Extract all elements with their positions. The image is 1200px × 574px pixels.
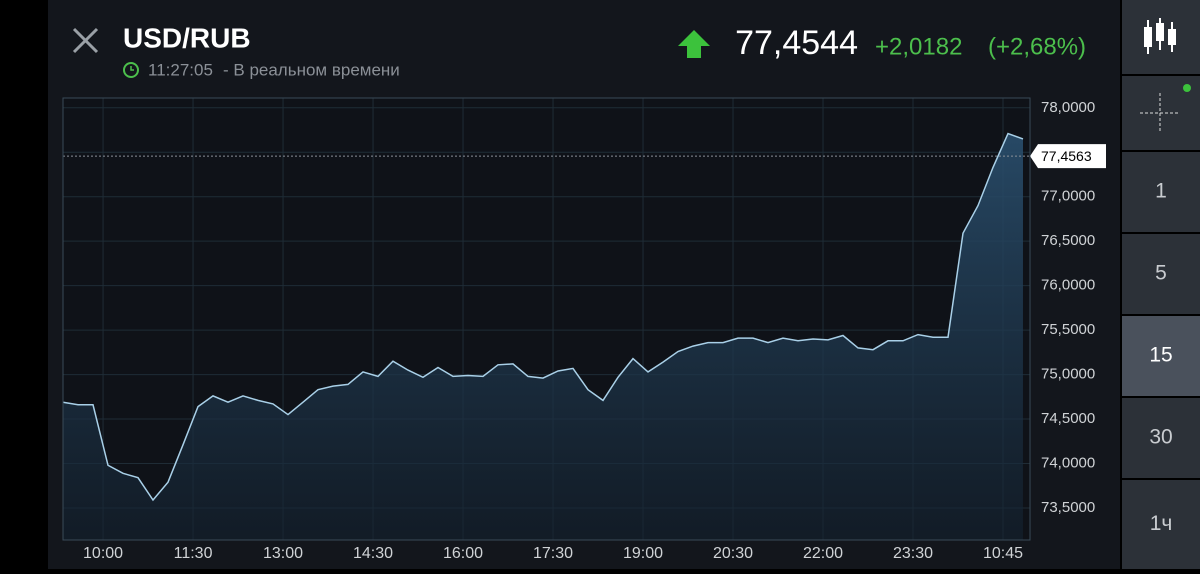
x-tick-label: 16:00 <box>443 545 483 562</box>
x-tick-label: 20:30 <box>713 545 753 562</box>
x-tick-label: 13:00 <box>263 545 303 562</box>
close-button[interactable] <box>72 27 99 54</box>
y-tick-label: 74,5000 <box>1041 410 1095 427</box>
y-tick-label: 74,0000 <box>1041 454 1095 471</box>
timeframe-button[interactable] <box>1122 316 1200 396</box>
y-tick-label: 73,5000 <box>1041 499 1095 516</box>
x-tick-label: 14:30 <box>353 545 393 562</box>
area <box>63 133 1023 540</box>
pair-title: USD/RUB <box>123 22 251 53</box>
timeframe-label: 1 <box>1155 180 1167 203</box>
x-tick-label: 23:30 <box>893 545 933 562</box>
x-tick-label: 11:30 <box>174 545 213 562</box>
last-price-box <box>1030 144 1106 169</box>
y-tick-label: 77,0000 <box>1041 188 1095 205</box>
timeframe-button[interactable] <box>1122 398 1200 478</box>
plot-border <box>62 97 1031 541</box>
active-dot <box>1183 84 1191 92</box>
timeframe-button[interactable] <box>1122 234 1200 314</box>
y-tick-label: 78,0000 <box>1041 99 1095 116</box>
price: 77,4544 <box>735 24 858 62</box>
timeframe-label: 15 <box>1149 344 1172 367</box>
clock-hand <box>130 66 134 71</box>
timeframe-label: 30 <box>1149 426 1172 449</box>
timeframe-label: 5 <box>1155 262 1167 285</box>
plot: 10:00 11:30 13:00 14:30 16:00 17:30 19:00 20:30… <box>62 97 1106 562</box>
x-tick-label: 22:00 <box>803 545 843 562</box>
candle-icon <box>1144 18 1176 54</box>
timeframe-label: 1ч <box>1150 512 1173 535</box>
change-pct: (+2,68%) <box>988 33 1086 60</box>
x-tick-label: 19:00 <box>623 545 663 562</box>
timeframe-button[interactable] <box>1122 480 1200 569</box>
x-tick-label: 17:30 <box>533 545 573 562</box>
time: 11:27:05 <box>148 60 213 79</box>
x-tick-label: 10:45 <box>983 545 1023 562</box>
status: - В реальном времени <box>223 60 400 79</box>
close-icon <box>72 27 99 54</box>
last-price-label: 77,4563 <box>1041 148 1092 164</box>
y-tick-label: 75,5000 <box>1041 321 1095 338</box>
timeframe-button[interactable] <box>1122 152 1200 232</box>
up-arrow <box>678 30 710 58</box>
x-tick-label: 10:00 <box>83 545 123 562</box>
y-tick-label: 76,0000 <box>1041 277 1095 294</box>
y-tick-label: 76,5000 <box>1041 232 1095 249</box>
left-strip <box>0 0 48 569</box>
clock-icon <box>123 62 139 78</box>
line <box>62 132 1024 502</box>
change: +2,0182 <box>875 33 962 60</box>
y-tick-label: 75,0000 <box>1041 366 1095 383</box>
